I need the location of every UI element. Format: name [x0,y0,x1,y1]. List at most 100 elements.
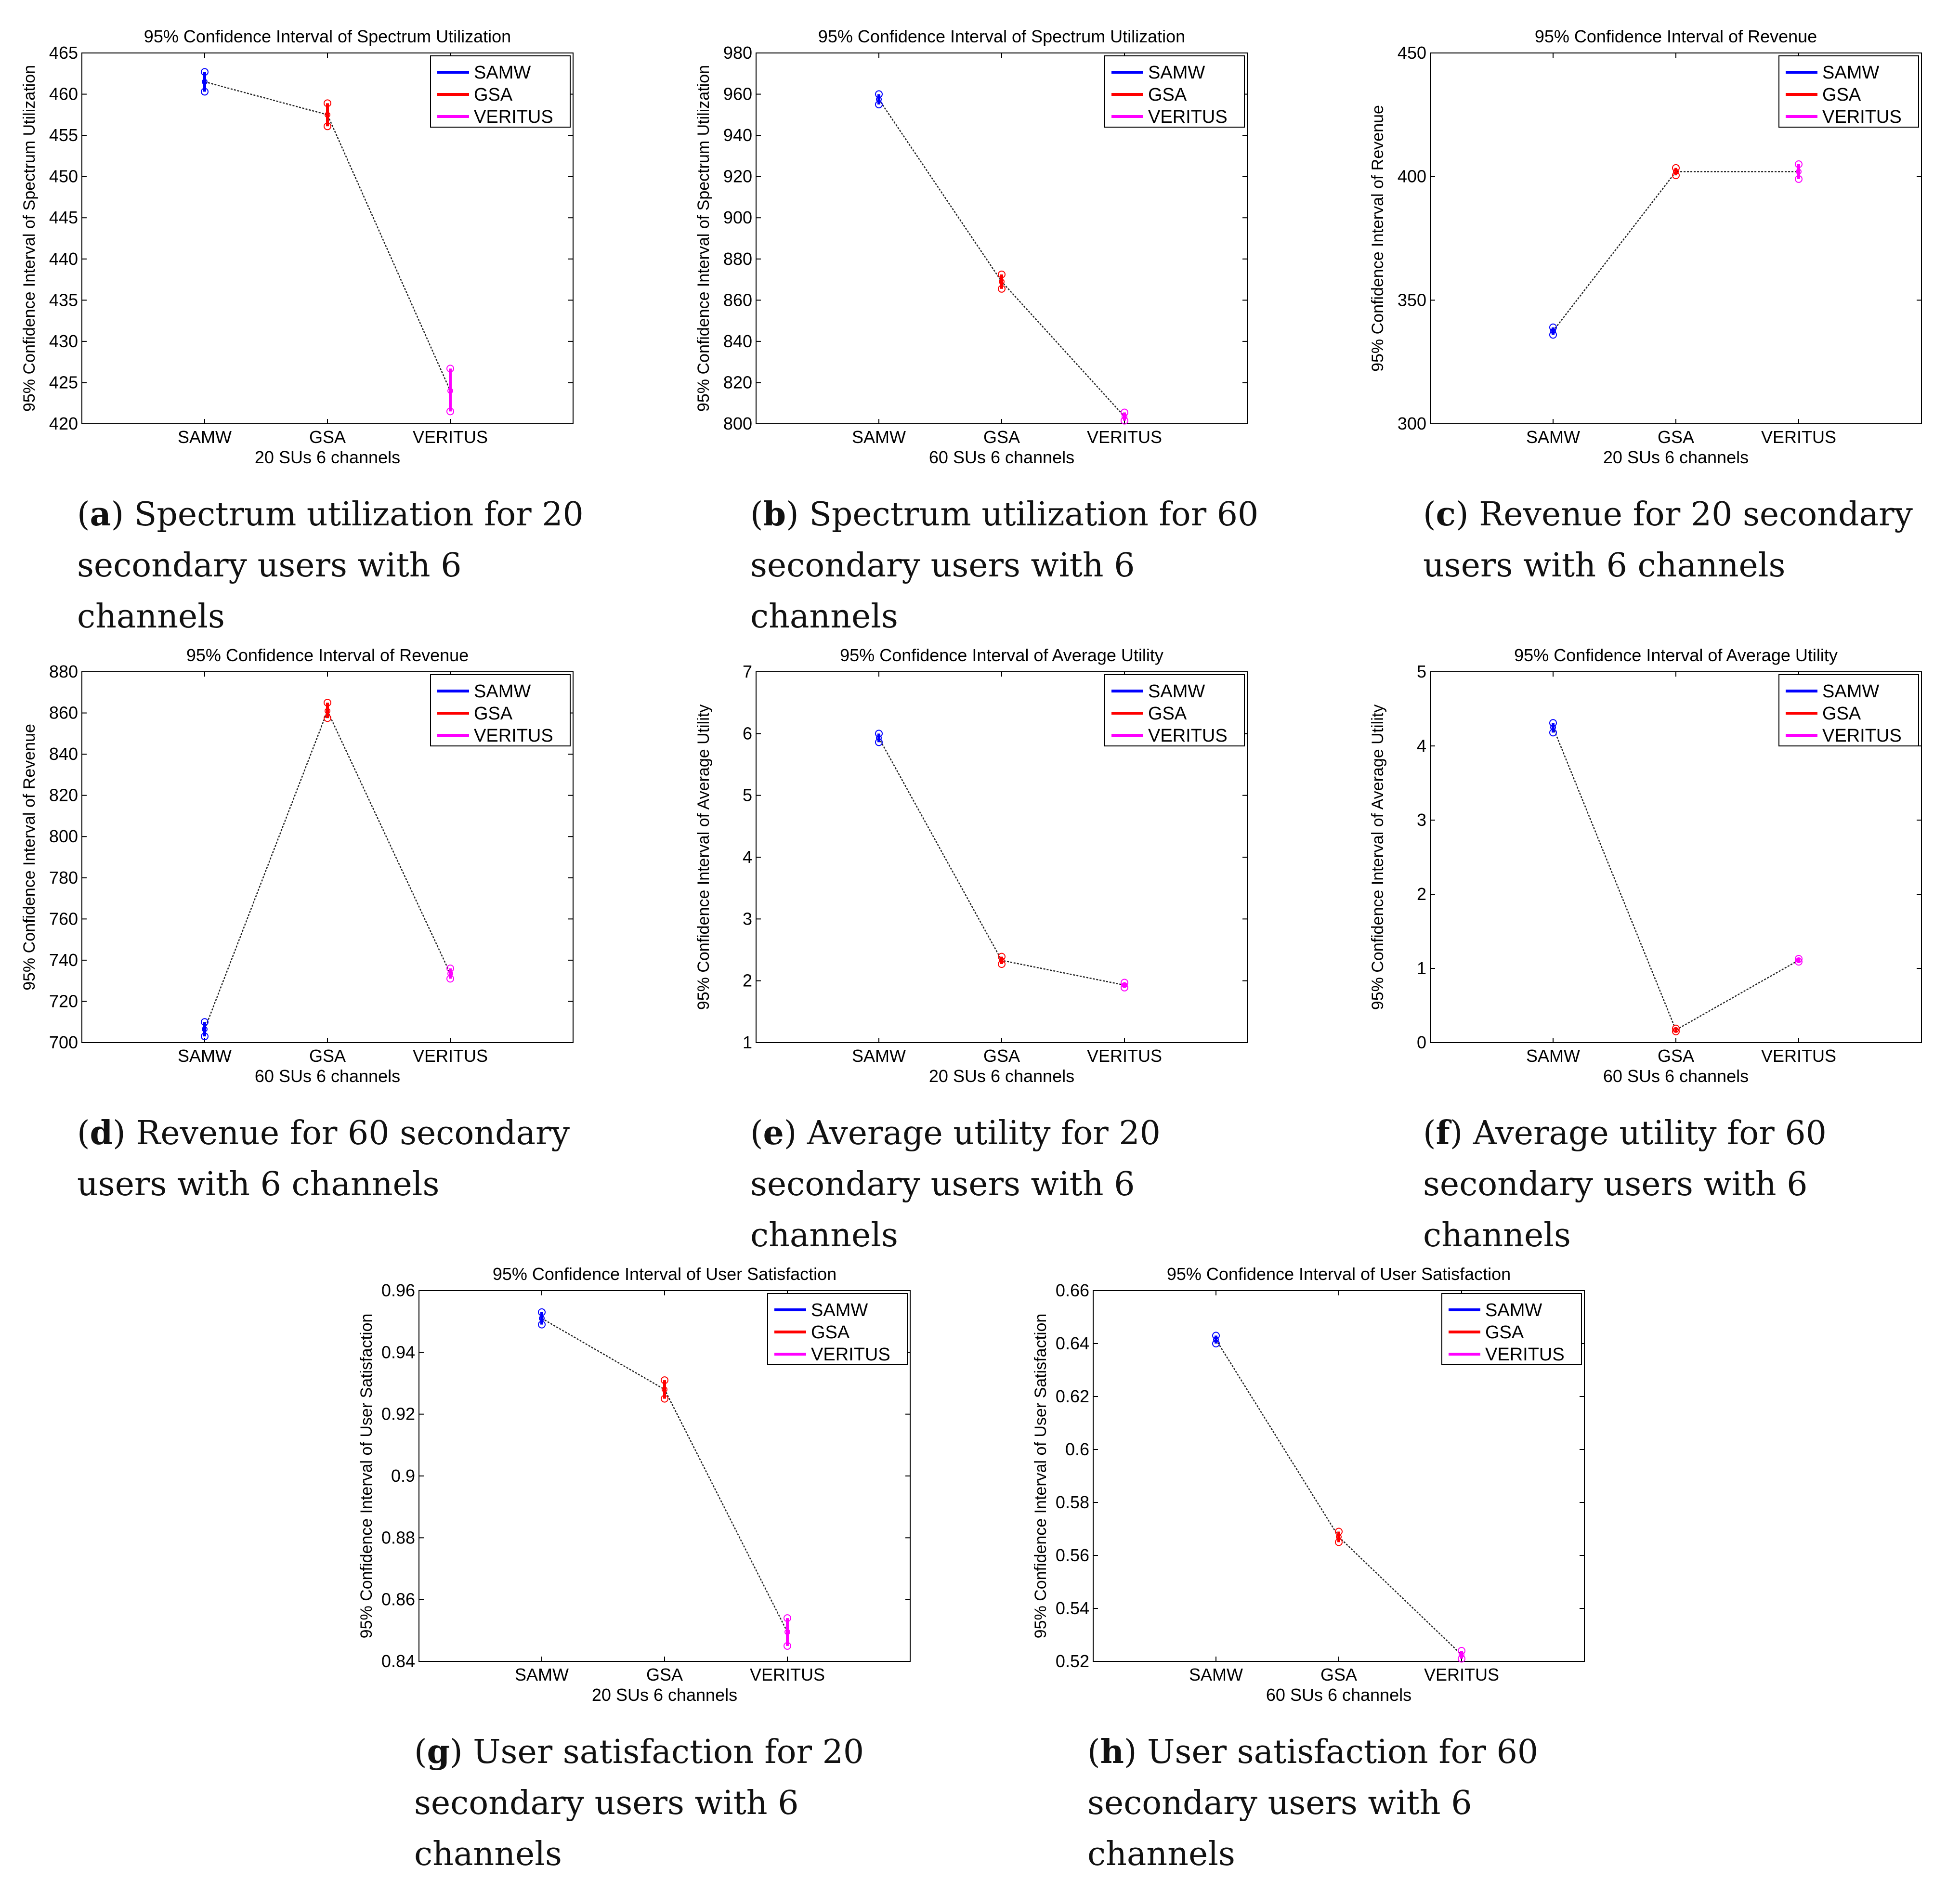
errorbar-lower-marker [998,285,1006,293]
chart-panel-f: 95% Confidence Interval of Average Utili… [1369,645,1922,1086]
y-tick-label: 7 [743,662,752,681]
figure-caption-f: (f) Average utility for 60 secondary use… [1423,1114,1827,1254]
x-tick-label: SAMW [515,1665,569,1684]
errorbar-lower-marker [446,975,454,983]
y-tick-label: 350 [1398,290,1426,310]
y-tick-label: 840 [49,744,78,764]
x-tick-label: GSA [309,1046,346,1066]
legend-label-samw: SAMW [1485,1300,1542,1320]
x-tick-label: VERITUS [1761,427,1836,447]
chart-title: 95% Confidence Interval of Average Utili… [1514,645,1838,665]
errorbar-upper-marker [324,99,331,107]
y-tick-label: 940 [723,125,752,145]
legend-label-gsa: GSA [1148,85,1187,105]
legend-label-veritus: VERITUS [1485,1345,1565,1365]
y-tick-label: 450 [49,167,78,186]
legend-label-gsa: GSA [1822,85,1861,105]
legend-label-gsa: GSA [1485,1322,1524,1343]
chart-title: 95% Confidence Interval of Revenue [1535,26,1817,46]
errorbar-upper-marker [1549,323,1557,331]
legend-label-gsa: GSA [474,85,513,105]
errorbar-samw [875,90,883,108]
y-tick-label: 760 [49,909,78,928]
legend-label-samw: SAMW [474,63,531,83]
errorbar-samw [1549,323,1557,339]
legend-label-samw: SAMW [1822,681,1879,702]
chart-panel-d: 95% Confidence Interval of Revenue 700 720… [20,645,574,1086]
errorbar-mean-marker [202,78,208,85]
x-tick-label: GSA [983,1046,1020,1066]
errorbar-lower-marker [201,1032,209,1041]
y-tick-label: 1 [1417,958,1426,978]
x-axis-label: 20 SUs 6 channels [1603,447,1749,467]
x-axis-label: 20 SUs 6 channels [592,1685,737,1705]
chart-title: 95% Confidence Interval of Revenue [186,645,469,665]
errorbar-upper-marker [661,1376,668,1384]
y-axis-label: 95% Confidence Interval of Average Utili… [1369,705,1387,1010]
errorbar-veritus [784,1614,791,1650]
errorbar-veritus [1795,160,1803,183]
y-tick-label: 3 [1417,810,1426,830]
legend-label-veritus: VERITUS [811,1345,890,1365]
errorbar-gsa [1335,1528,1343,1546]
legend-label-veritus: VERITUS [474,726,553,746]
x-axis-label: 60 SUs 6 channels [1603,1066,1749,1086]
y-tick-label: 0.64 [1056,1333,1089,1353]
mean-connector-line [878,99,1125,417]
caption-letter: g [427,1733,450,1771]
y-tick-label: 900 [723,208,752,227]
errorbar-lower-marker [1672,171,1680,180]
x-tick-label: GSA [1320,1665,1357,1684]
errorbar-mean-marker [876,96,882,103]
errorbar-samw [1549,719,1557,737]
errorbar-upper-marker [201,1018,209,1026]
caption-text: User satisfaction for 20 secondary users… [414,1733,864,1873]
errorbar-lower-marker [875,100,883,108]
errorbar-mean-marker [325,708,330,714]
y-tick-label: 0.66 [1056,1280,1089,1300]
legend-label-samw: SAMW [811,1300,868,1320]
caption-letter: a [90,495,111,534]
y-tick-label: 420 [49,414,78,433]
chart-title: 95% Confidence Interval of User Satisfac… [493,1264,836,1284]
y-tick-label: 300 [1398,414,1426,433]
errorbar-mean-marker [447,970,453,977]
mean-connector-line [204,81,451,392]
legend-label-gsa: GSA [1148,704,1187,724]
errorbar-samw [538,1308,546,1329]
caption-letter: h [1100,1733,1124,1771]
y-tick-label: 800 [723,414,752,433]
y-axis-label: 95% Confidence Interval of Spectrum Util… [20,65,39,412]
errorbar-lower-marker [1121,417,1128,425]
errorbar-upper-marker [324,699,331,707]
legend-label-gsa: GSA [474,704,513,724]
errorbar-gsa [1672,1024,1680,1035]
y-tick-label: 0 [1417,1032,1426,1052]
errorbar-mean-marker [876,735,882,741]
errorbar-mean-marker [447,388,453,394]
y-tick-label: 980 [723,43,752,63]
errorbar-upper-marker [998,953,1006,961]
y-tick-label: 860 [49,703,78,723]
errorbar-lower-marker [1795,175,1803,183]
y-tick-label: 425 [49,372,78,392]
x-tick-label: GSA [983,427,1020,447]
errorbar-mean-marker [1213,1336,1219,1343]
legend-label-veritus: VERITUS [1148,107,1228,127]
y-tick-label: 0.62 [1056,1386,1089,1406]
y-tick-label: 720 [49,991,78,1011]
figure-caption-h: (h) User satisfaction for 60 secondary u… [1087,1733,1539,1873]
errorbar-veritus [446,965,454,983]
x-tick-label: GSA [1658,1046,1694,1066]
errorbar-upper-marker [784,1614,791,1622]
x-tick-label: VERITUS [1761,1046,1836,1066]
x-tick-label: SAMW [1526,1046,1580,1066]
errorbar-lower-marker [446,407,454,416]
chart-panel-c: 95% Confidence Interval of Revenue 300 350… [1369,26,1922,467]
y-tick-label: 455 [49,125,78,145]
legend-label-samw: SAMW [474,681,531,702]
y-tick-label: 0.88 [381,1528,415,1547]
y-tick-label: 0.58 [1056,1492,1089,1512]
y-tick-label: 5 [743,785,752,805]
